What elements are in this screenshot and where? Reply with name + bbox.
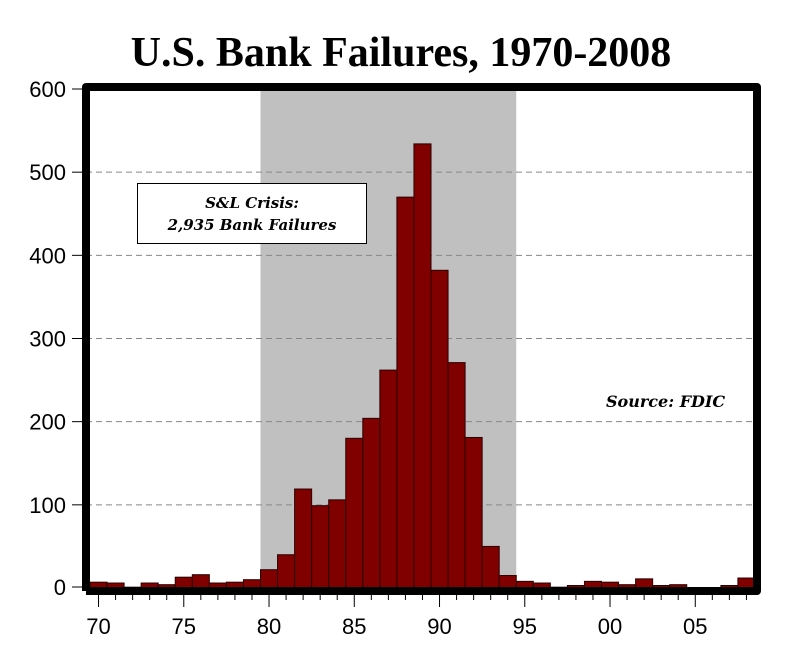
bar — [396, 196, 415, 589]
bar — [464, 436, 483, 589]
source-note: Source: FDIC — [606, 392, 726, 411]
bar — [481, 545, 500, 589]
x-tick-label: 70 — [86, 614, 110, 639]
x-tick-label: 80 — [257, 614, 281, 639]
bar — [737, 577, 756, 589]
bar — [277, 554, 296, 589]
x-tick-label: 90 — [427, 614, 451, 639]
y-tick-label: 400 — [29, 243, 66, 268]
chart-title: U.S. Bank Failures, 1970-2008 — [130, 30, 672, 76]
plot-frame — [82, 83, 761, 595]
bar — [447, 362, 466, 589]
y-tick-label: 0 — [54, 575, 66, 600]
bar — [242, 579, 261, 589]
x-tick-label: 00 — [598, 614, 622, 639]
x-tick-label: 95 — [513, 614, 537, 639]
y-tick-label: 200 — [29, 410, 66, 435]
y-tick-label: 300 — [29, 327, 66, 352]
y-tick-label: 100 — [29, 493, 66, 518]
annotation-line-1: S&L Crisis: — [205, 194, 299, 212]
x-axis: 70 75 80 85 90 95 00 05 — [86, 594, 747, 639]
bar — [413, 143, 432, 589]
bar — [498, 575, 517, 589]
bar — [379, 369, 398, 589]
annotation-line-2: 2,935 Bank Failures — [167, 216, 337, 234]
bar — [174, 576, 193, 589]
frame-border — [82, 83, 761, 595]
x-tick-label: 85 — [342, 614, 366, 639]
bar — [345, 437, 364, 589]
y-tick-label: 500 — [29, 160, 66, 185]
bar — [635, 578, 654, 589]
bar — [328, 499, 347, 589]
y-tick-label: 600 — [29, 77, 66, 102]
x-tick-label: 05 — [683, 614, 707, 639]
bar — [430, 269, 449, 589]
bar — [294, 488, 313, 589]
bar — [362, 417, 381, 589]
y-axis: 0 100 200 300 400 500 600 — [29, 77, 84, 600]
bar — [311, 505, 330, 589]
bar — [260, 569, 279, 589]
x-tick-label: 75 — [172, 614, 196, 639]
annotation-box: S&L Crisis: 2,935 Bank Failures — [137, 183, 367, 244]
bar — [191, 574, 210, 589]
